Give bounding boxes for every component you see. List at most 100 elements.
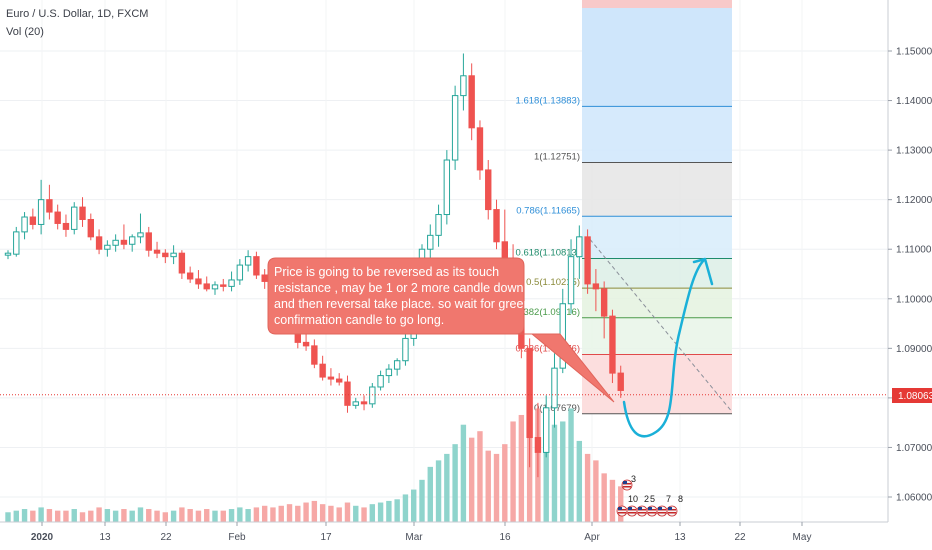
candle-body: [551, 367, 558, 409]
volume-bar: [593, 460, 599, 522]
candle-body: [393, 360, 401, 370]
time-tick-label: 22: [160, 532, 172, 543]
flag-icon: [646, 505, 658, 517]
volume-bar: [618, 486, 624, 522]
candle-body: [170, 252, 177, 258]
economic-events[interactable]: 3 10 2 5 7 8: [616, 474, 683, 517]
candle-body: [87, 218, 94, 238]
volume-bar: [419, 479, 425, 522]
volume-bar: [460, 424, 467, 522]
fib-level-label: 0.236(1.08876): [516, 343, 580, 354]
candle-body: [195, 278, 202, 285]
volume-bar: [485, 450, 491, 522]
candle-body: [336, 378, 343, 383]
candle-body: [451, 95, 459, 161]
candle-body: [369, 386, 376, 405]
time-tick-label: Apr: [584, 532, 600, 543]
volume-bar: [369, 504, 376, 522]
price-tick-label: 1.13000: [896, 146, 932, 157]
candle-body: [600, 288, 608, 317]
fib-level-label: 0.786(1.11665): [516, 205, 580, 216]
candle-body: [129, 236, 136, 245]
flag-icon: [666, 505, 678, 517]
volume-bar: [584, 453, 591, 522]
candle-body: [162, 252, 169, 258]
event-count-label: 5: [650, 494, 655, 504]
time-tick-label: 13: [99, 532, 111, 543]
volume-bar: [502, 444, 508, 522]
candle-body: [460, 75, 467, 97]
candle-body: [344, 381, 351, 406]
candle-body: [253, 256, 260, 276]
candle-body: [443, 159, 451, 216]
volume-bar: [402, 494, 409, 522]
candle-body: [95, 236, 103, 250]
volume-bar: [560, 421, 566, 522]
callout-line-1: Price is going to be reversed as its tou…: [274, 265, 499, 279]
price-tick-label: 1.15000: [896, 47, 932, 58]
volume-bar: [195, 510, 202, 522]
volume-bar: [361, 507, 367, 522]
volume-bar: [319, 504, 326, 522]
callout-line-2: resistance , may be 1 or 2 more candle d…: [274, 281, 523, 295]
volume-bar: [510, 421, 516, 522]
candle-body: [385, 368, 393, 377]
candle-body: [327, 376, 335, 380]
candle-body: [302, 341, 310, 347]
volume-bar: [551, 424, 558, 522]
fib-zone-extension: [582, 0, 732, 8]
price-axis-bg: [888, 0, 932, 550]
volume-bar: [518, 414, 525, 522]
volume-bar: [129, 510, 135, 522]
candle-body: [567, 256, 575, 305]
candle-body: [211, 284, 219, 290]
candle-body: [21, 216, 28, 233]
candle-body: [526, 347, 533, 439]
event-count-label: 8: [678, 494, 683, 504]
last-price-label: 1.08063: [898, 391, 932, 402]
volume-bar: [88, 510, 94, 522]
flag-icon: [626, 505, 638, 517]
fibonacci-retracement[interactable]: 1.618(1.13883) 1(1.12751) 0.786(1.11665) 0.…: [516, 0, 733, 415]
time-tick-label: 22: [734, 532, 746, 543]
fib-zone: [582, 317, 732, 355]
volume-bar: [228, 509, 235, 522]
volume-bar: [121, 509, 127, 522]
volume-bar: [54, 510, 61, 522]
callout-shape[interactable]: [267, 257, 615, 403]
volume-indicator-label[interactable]: Vol (20): [6, 26, 44, 38]
candle-body: [37, 199, 45, 225]
volume-bar: [394, 499, 400, 522]
fib-level-label: 0.382(1.09616): [516, 307, 580, 318]
volume-bar: [427, 466, 433, 522]
volume-bar: [261, 505, 268, 522]
time-tick-label: 17: [320, 532, 332, 543]
volume-bar: [601, 473, 607, 522]
volume-bar: [295, 505, 301, 522]
volume-bar: [5, 512, 11, 522]
candle-body: [236, 264, 244, 281]
user-drawings[interactable]: [0, 257, 888, 438]
volume-bar: [377, 502, 384, 522]
candle-body: [592, 283, 600, 290]
volume-bar: [245, 509, 251, 522]
candle-body: [104, 244, 111, 250]
candle-body: [13, 231, 20, 255]
volume-bar: [220, 510, 226, 522]
time-tick-label: May: [793, 532, 812, 543]
annotation-callout[interactable]: Price is going to be reversed as its tou…: [267, 257, 615, 403]
volume-bar: [212, 510, 218, 522]
candle-body: [62, 222, 70, 230]
volume-bar: [353, 505, 359, 522]
volume-bar: [46, 509, 53, 522]
fib-level-label: 0.618(1.10813): [516, 247, 580, 258]
candle-body: [435, 214, 442, 236]
symbol-title[interactable]: Euro / U.S. Dollar, 1D, FXCM: [6, 8, 148, 20]
volume-bar: [468, 437, 475, 522]
volume-bar: [609, 479, 616, 522]
candle-body: [203, 283, 210, 290]
volume-bar: [204, 509, 210, 522]
volume-bar: [112, 510, 119, 522]
